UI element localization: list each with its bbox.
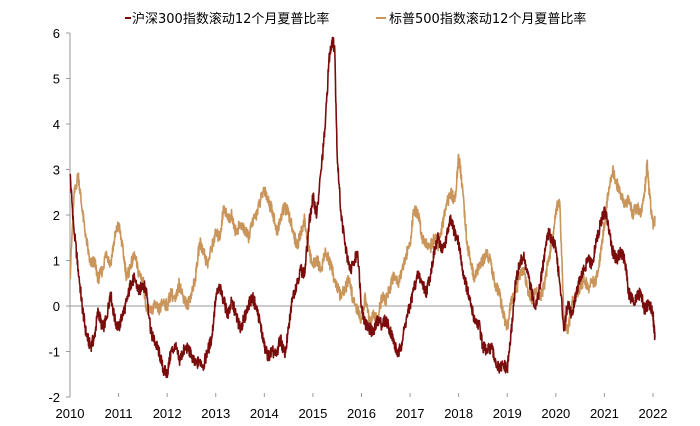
y-tick-label: 0 bbox=[53, 299, 60, 314]
x-tick-label: 2010 bbox=[56, 406, 85, 421]
x-tick-label: 2019 bbox=[493, 406, 522, 421]
x-tick-label: 2015 bbox=[298, 406, 327, 421]
legend-label-sp500: 标普500指数滚动12个月夏普比率 bbox=[389, 11, 586, 27]
x-tick-label: 2021 bbox=[590, 406, 619, 421]
legend-label-csi300: 沪深300指数滚动12个月夏普比率 bbox=[132, 11, 329, 27]
series-line-sp500 bbox=[69, 153, 656, 335]
y-tick-label: 1 bbox=[53, 254, 60, 269]
y-tick-label: -2 bbox=[48, 390, 60, 405]
y-tick-label: 2 bbox=[53, 208, 60, 223]
x-tick-label: 2011 bbox=[105, 406, 133, 421]
y-tick-label: 4 bbox=[53, 117, 60, 132]
x-tick-label: 2018 bbox=[444, 406, 473, 421]
series-layer bbox=[69, 36, 656, 379]
series-line-csi300 bbox=[69, 36, 656, 379]
y-tick-label: 5 bbox=[53, 72, 60, 87]
y-tick-label: -1 bbox=[48, 345, 60, 360]
x-tick-label: 2022 bbox=[639, 406, 668, 421]
x-tick-label: 2020 bbox=[541, 406, 570, 421]
x-tick-label: 2016 bbox=[347, 406, 376, 421]
y-tick-label: 3 bbox=[53, 163, 60, 178]
x-tick-label: 2013 bbox=[201, 406, 230, 421]
x-tick-label: 2012 bbox=[153, 406, 182, 421]
y-tick-label: 6 bbox=[53, 26, 60, 41]
x-tick-label: 2017 bbox=[396, 406, 425, 421]
x-tick-label: 2014 bbox=[250, 406, 279, 421]
legend: 沪深300指数滚动12个月夏普比率 标普500指数滚动12个月夏普比率 bbox=[125, 11, 586, 27]
